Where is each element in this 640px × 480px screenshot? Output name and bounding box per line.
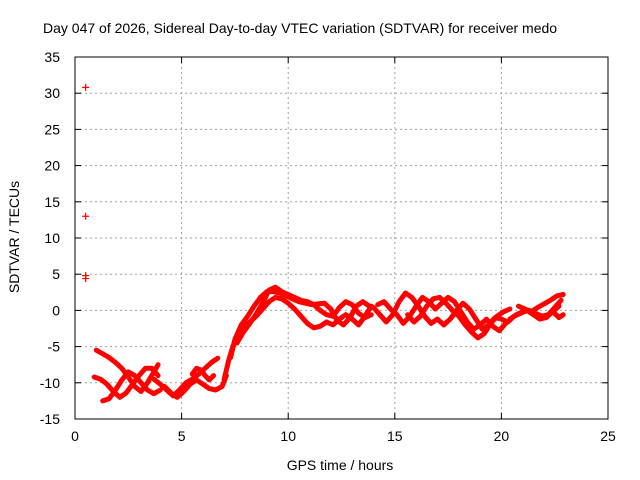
x-axis-label: GPS time / hours — [287, 457, 394, 473]
data-track — [375, 294, 438, 326]
data-track — [516, 292, 566, 315]
data-track — [234, 284, 336, 346]
data-track — [330, 299, 374, 321]
y-tick-labels: -15 -10 -5 0 5 10 15 20 25 30 35 — [40, 49, 60, 427]
data-point — [82, 275, 90, 283]
data-track — [100, 369, 163, 404]
data-track — [162, 373, 229, 400]
y-tick-label: 25 — [44, 121, 60, 137]
x-tick-label: 5 — [178, 428, 186, 444]
data-point — [82, 212, 90, 220]
grid-lines — [75, 57, 608, 419]
y-tick-label: 20 — [44, 158, 60, 174]
y-tick-label: -10 — [40, 375, 60, 391]
axis-ticks — [74, 56, 609, 420]
y-tick-label: -5 — [48, 339, 61, 355]
data-track — [434, 300, 517, 332]
data-track — [93, 347, 161, 394]
data-point — [82, 83, 90, 91]
data-series — [82, 83, 566, 404]
data-track — [432, 294, 509, 334]
y-tick-label: 5 — [52, 266, 60, 282]
y-axis-label: SDTVAR / TECUs — [6, 181, 22, 293]
data-track — [511, 303, 562, 322]
data-track — [371, 290, 440, 326]
y-tick-label: 15 — [44, 194, 60, 210]
data-track — [552, 310, 566, 321]
y-tick-label: 35 — [44, 49, 60, 65]
y-tick-label: 0 — [52, 302, 60, 318]
chart-title: Day 047 of 2026, Sidereal Day-to-day VTE… — [43, 20, 557, 36]
x-tick-label: 15 — [387, 428, 403, 444]
y-tick-label: -15 — [40, 411, 60, 427]
data-track — [91, 365, 161, 400]
data-track — [449, 306, 513, 341]
y-tick-label: 30 — [44, 85, 60, 101]
x-tick-label: 20 — [494, 428, 510, 444]
x-tick-label: 25 — [600, 428, 616, 444]
data-track — [321, 299, 372, 328]
x-tick-labels: 0 5 10 15 20 25 — [71, 428, 616, 444]
data-track — [189, 365, 217, 383]
x-tick-label: 0 — [71, 428, 79, 444]
x-tick-label: 10 — [280, 428, 296, 444]
y-tick-label: 10 — [44, 230, 60, 246]
